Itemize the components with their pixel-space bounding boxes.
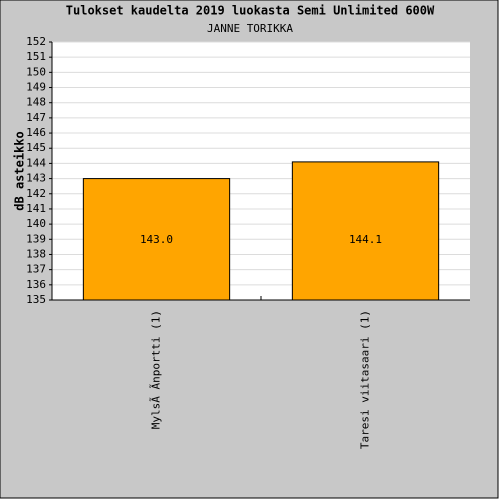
y-tick-label: 146 bbox=[26, 126, 46, 139]
y-tick-label: 149 bbox=[26, 81, 46, 94]
plot-layer: 135 136 137 138 139 140 141 142 143 144 145 146 147 1… bbox=[26, 35, 470, 449]
y-tick-label: 150 bbox=[26, 65, 46, 78]
y-tick-label: 144 bbox=[26, 156, 46, 169]
value-label: 144.1 bbox=[349, 233, 382, 246]
value-label: 143.0 bbox=[140, 233, 173, 246]
y-tick-label: 140 bbox=[26, 217, 46, 230]
x-tick-label: MylsÃ Ãnportti (1) bbox=[150, 310, 163, 429]
y-tick-label: 143 bbox=[26, 172, 46, 185]
y-tick-label: 137 bbox=[26, 263, 46, 276]
bar bbox=[82, 178, 231, 301]
y-tick-label: 141 bbox=[26, 202, 46, 215]
y-axis-label: dB asteikko bbox=[13, 131, 27, 210]
y-tick-label: 136 bbox=[26, 278, 46, 291]
y-tick-label: 148 bbox=[26, 96, 46, 109]
y-tick-label: 145 bbox=[26, 141, 46, 154]
y-tick-label: 142 bbox=[26, 187, 46, 200]
chart-subtitle: JANNE TORIKKA bbox=[207, 22, 293, 35]
y-tick-label: 139 bbox=[26, 232, 46, 245]
y-tick-label: 151 bbox=[26, 50, 46, 63]
y-tick-label: 135 bbox=[26, 293, 46, 306]
x-tick-label: Taresi viitasaari (1) bbox=[359, 310, 372, 449]
y-tick-label: 152 bbox=[26, 35, 46, 48]
bar bbox=[291, 161, 440, 301]
y-tick-label: 138 bbox=[26, 247, 46, 260]
y-tick-label: 147 bbox=[26, 111, 46, 124]
chart-title: Tulokset kaudelta 2019 luokasta Semi Unl… bbox=[66, 4, 435, 18]
